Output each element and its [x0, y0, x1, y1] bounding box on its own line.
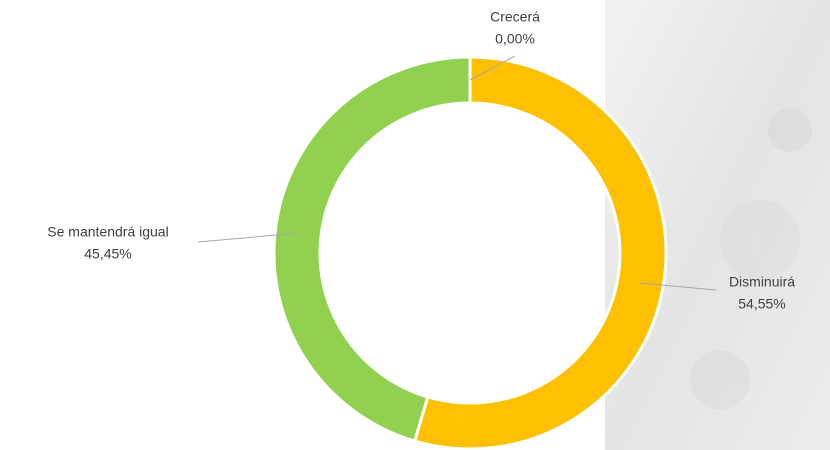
data-label-name: Crecerá	[490, 9, 540, 25]
data-label-name: Se mantendrá igual	[47, 224, 168, 240]
leader-line	[197, 232, 301, 243]
leader-line	[639, 282, 717, 291]
donut-segment	[272, 55, 472, 443]
data-label-name: Disminuirá	[729, 274, 795, 290]
decor	[690, 108, 812, 410]
data-label-value: 54,55%	[738, 296, 785, 312]
leader-line	[469, 55, 516, 81]
data-label-value: 45,45%	[84, 246, 131, 262]
donut-segment	[412, 55, 668, 450]
data-label-value: 0,00%	[495, 31, 535, 47]
